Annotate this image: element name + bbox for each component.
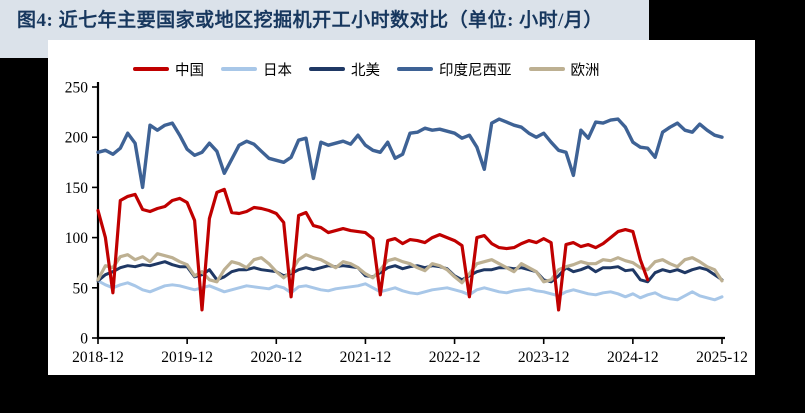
legend-swatch-north-america: [309, 66, 345, 72]
x-tick-label: 2022-12: [429, 349, 481, 366]
chart-canvas: 0 50 100 150 200 250 2018-12 2019-12 2020-12 2021…: [48, 40, 755, 375]
legend-label-japan: 日本: [263, 62, 292, 79]
x-tick-label: 2020-12: [250, 349, 302, 366]
legend-swatch-japan: [221, 66, 257, 72]
x-tick-label: 2023-12: [518, 349, 570, 366]
x-tick-label: 2019-12: [161, 349, 213, 366]
x-tick-label: 2025-12: [696, 349, 748, 366]
y-tick-label: 50: [73, 280, 89, 297]
axis-lines: [96, 82, 725, 340]
legend-item-europe: 欧洲: [528, 59, 600, 80]
legend-label-indonesia: 印度尼西亚: [439, 62, 512, 79]
x-tick-label: 2018-12: [72, 349, 124, 366]
legend-label-china: 中国: [175, 62, 204, 79]
figure-title: 图4: 近七年主要国家或地区挖掘机开工小时数对比（单位: 小时/月）: [17, 10, 603, 31]
legend-label-north-america: 北美: [351, 62, 380, 79]
legend-swatch-indonesia: [397, 66, 433, 72]
chart-plot: 0 50 100 150 200 250 2018-12 2019-12 2020-12 2021…: [65, 80, 748, 367]
y-tick-label: 100: [65, 230, 89, 247]
legend-label-europe: 欧洲: [570, 62, 600, 79]
x-tick-label: 2024-12: [607, 349, 659, 366]
y-tick-label: 0: [80, 331, 88, 348]
y-tick-label: 150: [65, 180, 89, 197]
series-line-indonesia: [96, 117, 724, 190]
series-line-north-america: [96, 260, 724, 284]
legend-swatch-china: [133, 66, 169, 72]
series-line-japan: [96, 279, 724, 302]
series-line-europe: [96, 252, 724, 285]
legend-item-north-america: 北美: [309, 59, 380, 80]
series-line-china: [96, 187, 650, 312]
x-tick-label: 2021-12: [340, 349, 392, 366]
legend-item-indonesia: 印度尼西亚: [397, 59, 512, 80]
legend-item-china: 中国: [133, 59, 204, 80]
y-tick-label: 250: [65, 80, 89, 97]
legend-swatch-europe: [528, 66, 565, 72]
legend-item-japan: 日本: [221, 59, 292, 80]
y-tick-label: 200: [65, 130, 89, 147]
chart-legend: 中国 日本 北美 印度尼西亚 欧洲: [133, 59, 600, 79]
